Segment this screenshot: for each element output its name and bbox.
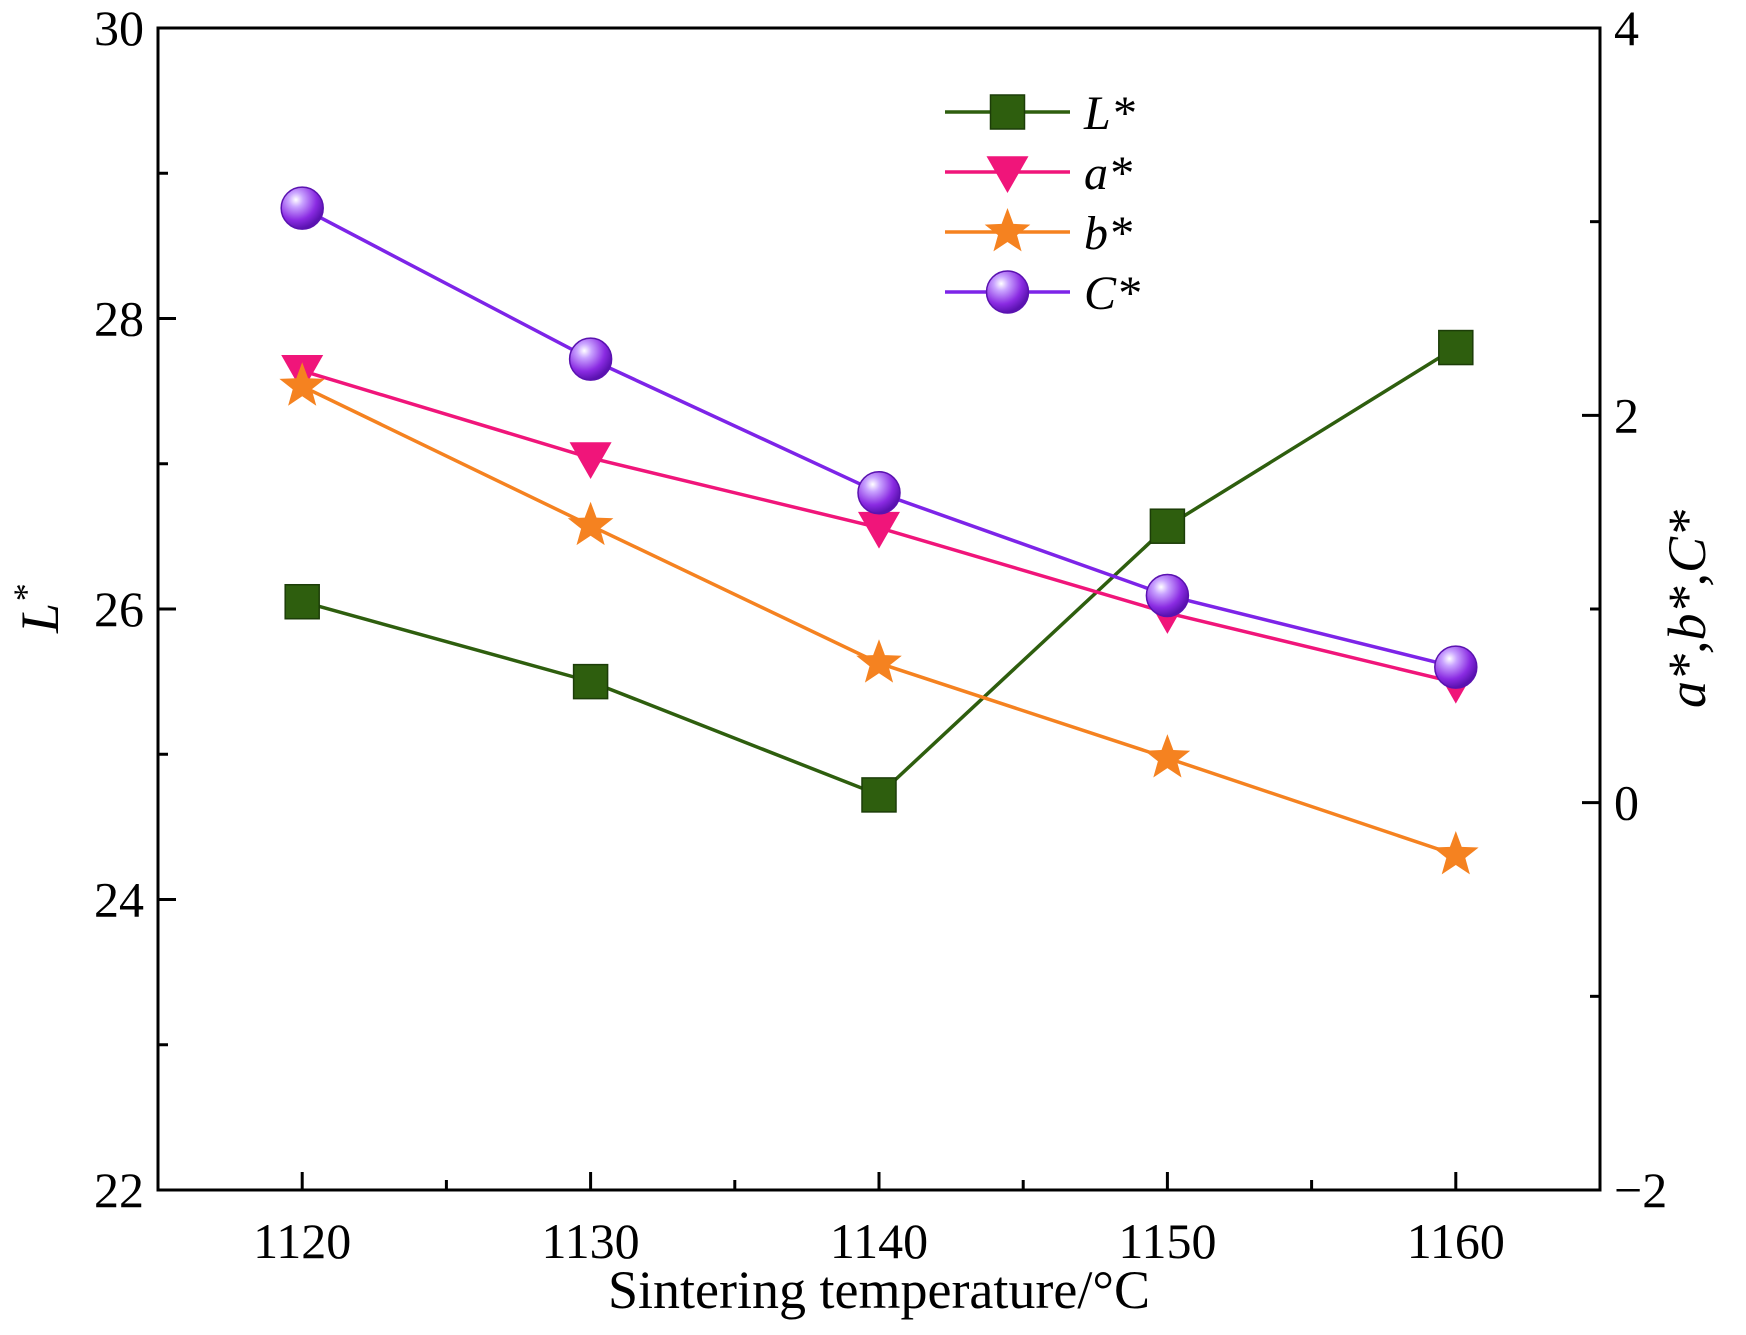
legend-marker xyxy=(989,94,1026,130)
y-left-tick-label: 28 xyxy=(94,291,144,347)
legend-item: a* xyxy=(945,147,1132,200)
legend-marker xyxy=(985,270,1030,314)
data-point xyxy=(856,639,902,683)
data-point xyxy=(284,583,320,620)
y-left-tick-label: 22 xyxy=(94,1162,144,1218)
legend-item: C* xyxy=(945,267,1140,320)
plot-frame xyxy=(156,26,1602,1192)
svg-text:a*,b*,C*: a*,b*,C* xyxy=(1657,510,1717,708)
data-point xyxy=(1145,573,1190,618)
y-left-tick-label: 30 xyxy=(94,0,144,56)
y-right-tick-label: 0 xyxy=(1614,775,1639,831)
x-tick-label: 1160 xyxy=(1407,1213,1505,1269)
y-axis-left-title: L* xyxy=(6,585,70,634)
data-point xyxy=(861,777,897,813)
series-line xyxy=(301,346,1457,797)
x-tick-label: 1140 xyxy=(830,1213,928,1269)
y-right-tick-label: 4 xyxy=(1614,0,1639,56)
y-left-tick-label: 24 xyxy=(94,872,144,928)
x-tick-label: 1150 xyxy=(1118,1213,1216,1269)
series-4 xyxy=(301,206,1457,669)
y-left-tick-label: 26 xyxy=(94,581,144,637)
data-point xyxy=(1149,508,1186,544)
x-tick-label: 1120 xyxy=(253,1213,351,1269)
y-axis-right-title: a*,b*,C* xyxy=(1657,510,1717,708)
series-1 xyxy=(301,346,1457,797)
data-point xyxy=(858,511,900,549)
data-point xyxy=(279,362,325,406)
data-point xyxy=(1433,831,1479,875)
data-point xyxy=(1144,734,1191,778)
x-tick-label: 1130 xyxy=(542,1213,640,1269)
y-right-tick-label: −2 xyxy=(1614,1162,1667,1218)
legend-item: L* xyxy=(945,87,1135,140)
y-right-tick-label: 2 xyxy=(1614,387,1639,443)
data-point xyxy=(569,442,612,479)
legend-label: L* xyxy=(1083,87,1135,140)
data-point xyxy=(1438,329,1474,366)
series-line xyxy=(301,206,1457,669)
legend-marker xyxy=(984,208,1031,252)
data-point xyxy=(567,501,614,546)
series-layer xyxy=(279,186,1479,875)
data-point xyxy=(857,471,901,515)
y-left-title-main: L xyxy=(10,603,70,634)
series-1-points xyxy=(284,329,1474,813)
legend-label: b* xyxy=(1084,207,1132,260)
legend-label: C* xyxy=(1084,267,1140,320)
data-point xyxy=(568,337,613,381)
legend-marker xyxy=(986,156,1029,193)
data-point xyxy=(572,663,609,700)
data-point xyxy=(1434,645,1478,689)
series-4-points xyxy=(280,186,1478,689)
legend-label: a* xyxy=(1084,147,1132,200)
x-axis-title: Sintering temperature/°C xyxy=(608,1260,1150,1320)
y-left-title-sup: * xyxy=(6,585,46,603)
series-3-points xyxy=(279,362,1479,875)
legend-item: b* xyxy=(945,207,1132,260)
data-point xyxy=(280,186,324,230)
svg-text:L*: L* xyxy=(6,585,70,634)
legend: L* a* b* C* xyxy=(945,87,1140,320)
